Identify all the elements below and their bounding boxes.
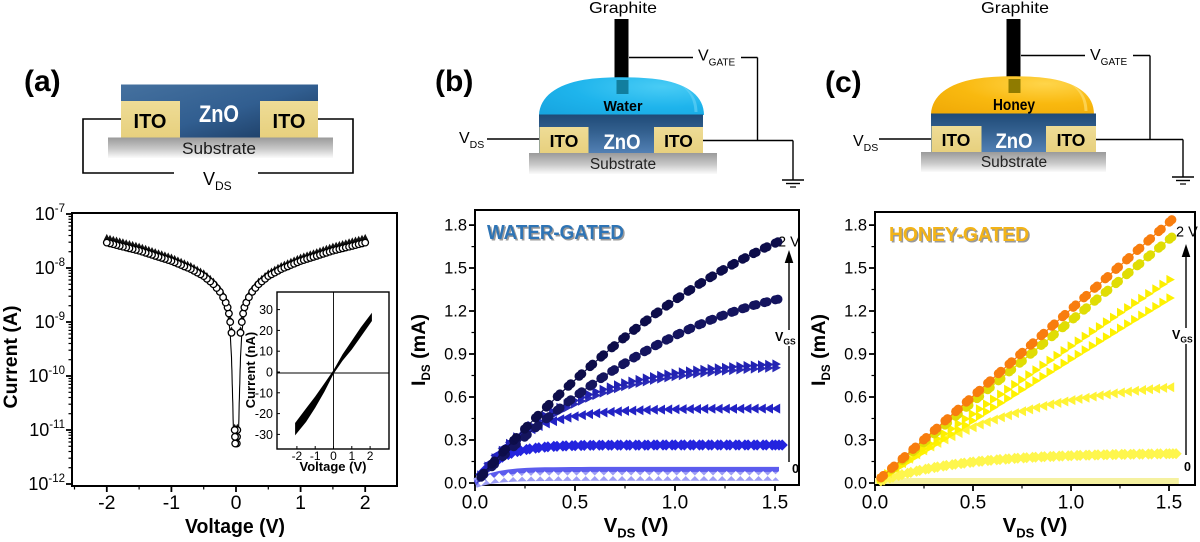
svg-text:0.0: 0.0: [844, 475, 867, 493]
svg-text:HONEY-GATED: HONEY-GATED: [891, 226, 1031, 248]
svg-text:0.5: 0.5: [562, 493, 588, 514]
svg-text:2: 2: [367, 449, 374, 463]
svg-text:0.3: 0.3: [844, 432, 867, 450]
svg-text:0.5: 0.5: [960, 493, 986, 514]
svg-text:1.2: 1.2: [844, 303, 867, 321]
svg-text:10: 10: [259, 345, 273, 359]
svg-text:Graphite: Graphite: [589, 0, 657, 17]
svg-text:(a): (a): [24, 65, 61, 98]
svg-text:0: 0: [231, 492, 242, 514]
svg-text:1.5: 1.5: [444, 260, 467, 278]
svg-text:1.0: 1.0: [662, 493, 688, 514]
svg-text:1: 1: [348, 449, 355, 463]
svg-text:IDS (mA): IDS (mA): [808, 314, 833, 386]
svg-text:ZnO: ZnO: [604, 131, 641, 154]
svg-text:Substrate: Substrate: [981, 154, 1047, 171]
svg-text:30: 30: [259, 303, 273, 317]
svg-text:1.5: 1.5: [844, 260, 867, 278]
svg-text:Substrate: Substrate: [590, 156, 656, 173]
svg-text:0: 0: [266, 366, 273, 380]
svg-text:1.2: 1.2: [444, 303, 467, 321]
svg-text:1.5: 1.5: [1156, 493, 1182, 514]
svg-text:ITO: ITO: [550, 131, 579, 151]
svg-text:0.3: 0.3: [444, 432, 467, 450]
svg-text:Voltage (V): Voltage (V): [185, 515, 285, 538]
svg-text:-10: -10: [255, 386, 273, 400]
svg-text:ITO: ITO: [942, 130, 971, 150]
svg-text:-1: -1: [163, 492, 180, 514]
svg-text:0.0: 0.0: [462, 493, 488, 514]
svg-text:1.8: 1.8: [844, 217, 867, 235]
svg-text:Water: Water: [604, 98, 643, 115]
svg-text:Substrate: Substrate: [182, 139, 256, 158]
svg-text:0.9: 0.9: [444, 346, 467, 364]
svg-text:0.0: 0.0: [862, 493, 888, 514]
svg-text:1.0: 1.0: [1058, 493, 1084, 514]
svg-text:WATER-GATED: WATER-GATED: [487, 222, 624, 244]
svg-text:0.6: 0.6: [444, 389, 467, 407]
svg-text:ZnO: ZnO: [199, 101, 239, 128]
svg-text:ITO: ITO: [664, 131, 693, 151]
svg-text:ITO: ITO: [273, 111, 306, 133]
svg-text:0.6: 0.6: [844, 389, 867, 407]
svg-text:0.0: 0.0: [444, 475, 467, 493]
svg-text:-2: -2: [98, 492, 115, 514]
svg-text:ITO: ITO: [1057, 130, 1086, 150]
svg-text:ITO: ITO: [134, 111, 167, 133]
svg-text:Honey: Honey: [993, 97, 1035, 114]
svg-text:-30: -30: [255, 428, 273, 442]
svg-text:-20: -20: [255, 407, 273, 421]
svg-text:Current (A): Current (A): [0, 306, 22, 409]
svg-text:Voltage (V): Voltage (V): [300, 459, 367, 474]
svg-text:-2: -2: [292, 449, 303, 463]
svg-text:2 V: 2 V: [1176, 225, 1198, 241]
svg-text:1.5: 1.5: [762, 493, 788, 514]
svg-text:VDS (V): VDS (V): [1003, 514, 1068, 541]
svg-text:Graphite: Graphite: [981, 0, 1049, 17]
svg-text:WATER-GATED: WATER-GATED: [489, 224, 626, 246]
svg-text:2: 2: [360, 492, 371, 514]
svg-text:2 V: 2 V: [778, 235, 800, 251]
svg-text:-1: -1: [310, 449, 321, 463]
svg-text:0: 0: [792, 462, 799, 476]
svg-text:20: 20: [259, 324, 273, 338]
svg-text:VDS (V): VDS (V): [604, 514, 669, 541]
svg-text:1: 1: [295, 492, 306, 514]
svg-text:HONEY-GATED: HONEY-GATED: [889, 224, 1029, 246]
svg-text:1.8: 1.8: [444, 217, 467, 235]
svg-text:0: 0: [1184, 460, 1191, 474]
svg-text:0: 0: [330, 449, 337, 463]
svg-text:ZnO: ZnO: [996, 130, 1033, 153]
svg-text:(b): (b): [435, 65, 473, 98]
svg-text:Current (nA): Current (nA): [243, 332, 258, 409]
svg-text:0.9: 0.9: [844, 346, 867, 364]
svg-text:(c): (c): [825, 66, 862, 99]
